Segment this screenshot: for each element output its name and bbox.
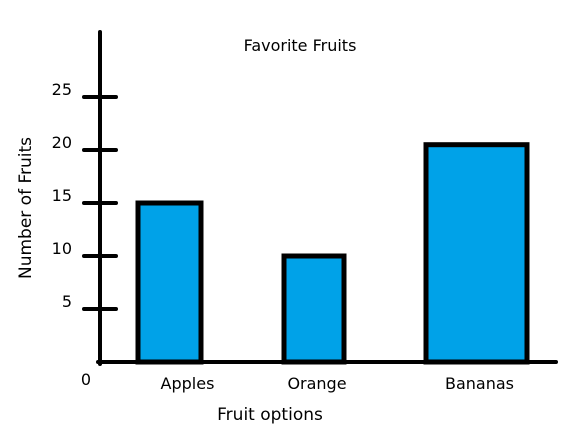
category-label-apples: Apples — [161, 374, 215, 393]
y-tick-label-15: 15 — [52, 186, 72, 205]
y-tick-label-20: 20 — [52, 133, 72, 152]
category-label-orange: Orange — [287, 374, 346, 393]
chart-title: Favorite Fruits — [244, 36, 357, 55]
bars-layer — [135, 142, 530, 365]
bar-orange — [281, 253, 347, 365]
y-tick-label-10: 10 — [52, 239, 72, 258]
category-labels-layer: Apples Orange Bananas — [161, 374, 514, 393]
x-axis-label: Fruit options — [217, 405, 323, 425]
y-tick-label-25: 25 — [52, 80, 72, 99]
bar-bananas — [423, 142, 530, 365]
y-axis-label: Number of Fruits — [16, 137, 36, 279]
y-tick-label-5: 5 — [62, 292, 72, 311]
category-label-bananas: Bananas — [445, 374, 514, 393]
bar-apples — [135, 200, 204, 365]
y-ticks-layer: 5 10 15 20 25 — [52, 80, 118, 311]
origin-label: 0 — [81, 370, 91, 389]
